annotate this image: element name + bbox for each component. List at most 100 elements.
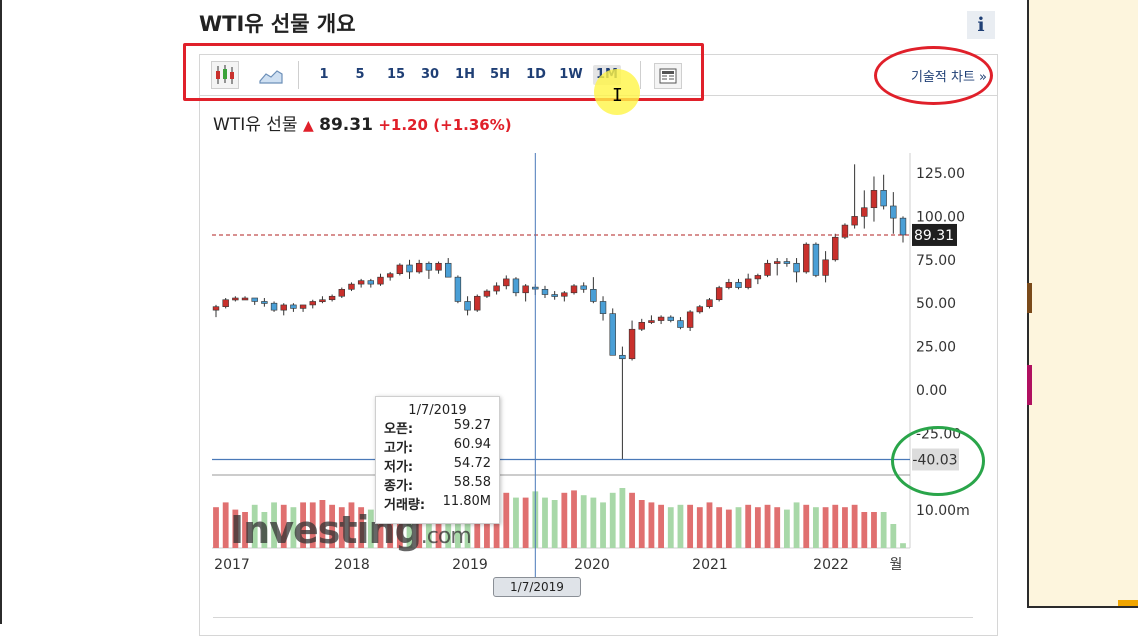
interval-15[interactable]: 15 (386, 67, 406, 82)
volume-axis-label: 10.00m (916, 503, 970, 519)
candle-body (377, 276, 384, 285)
tooltip-key: 종가: (384, 479, 414, 494)
candle-body (793, 262, 800, 273)
volume-bar (822, 507, 829, 548)
interval-5h[interactable]: 5H (490, 67, 510, 82)
candle-body (241, 297, 249, 301)
tech-link-highlight-circle (874, 46, 993, 105)
candle-body (648, 320, 655, 323)
candle-body (251, 297, 258, 302)
last-price-value: 89.31 (914, 228, 954, 244)
candle-body (677, 320, 684, 328)
y-tick-label: 50.00 (916, 296, 956, 312)
tooltip-row-volume: 거래량: 11.80M (376, 494, 499, 513)
volume-bar (300, 502, 306, 548)
candlestick-chart-icon[interactable] (211, 61, 239, 89)
interval-1h[interactable]: 1H (455, 67, 475, 82)
candle-body (328, 295, 336, 301)
cursor-highlight (594, 69, 640, 115)
side-ad-mark (1027, 365, 1032, 405)
side-ad-corner (1118, 600, 1138, 606)
tooltip-row-open: 오픈: 59.27 (376, 418, 499, 437)
volume-bar (706, 502, 713, 548)
candle-body (290, 304, 297, 309)
candle-body (406, 264, 413, 273)
volume-bar (880, 512, 887, 548)
volume-bar (900, 543, 906, 548)
x-tick-label: 2019 (452, 557, 488, 573)
volume-bar (280, 504, 287, 548)
candle-body (261, 301, 268, 304)
interval-1[interactable]: 1 (319, 67, 329, 82)
x-tick-label: 2020 (574, 557, 610, 573)
volume-bar (503, 492, 510, 548)
volume-bar (842, 507, 848, 548)
candle-body (832, 236, 839, 261)
volume-bar (590, 497, 597, 548)
candle-body (725, 282, 733, 288)
interval-1d[interactable]: 1D (526, 67, 546, 82)
info-button[interactable]: i (967, 11, 995, 39)
volume-bar (338, 507, 345, 548)
y-tick-label: 100.00 (916, 209, 965, 225)
volume-bar (261, 512, 268, 548)
candle-body (415, 262, 423, 273)
volume-bar (745, 504, 752, 548)
candle-body (425, 262, 433, 271)
volume-bar (493, 500, 500, 548)
volume-bar (803, 504, 810, 548)
interval-30[interactable]: 30 (420, 67, 440, 82)
candle-body (435, 262, 442, 271)
candle-body (483, 290, 491, 297)
volume-bar (213, 507, 219, 548)
y-tick-label: 125.00 (916, 166, 965, 182)
volume-bar (861, 512, 868, 548)
candle-body (861, 207, 868, 217)
candle-body (822, 259, 829, 276)
volume-bar (783, 509, 790, 548)
volume-bar (358, 507, 365, 548)
volume-bar (387, 502, 394, 548)
candle-body (357, 280, 365, 285)
volume-bar (232, 509, 239, 548)
volume-bar (600, 502, 606, 548)
tooltip-key: 거래량: (384, 498, 426, 513)
tooltip-value: 59.27 (453, 418, 491, 433)
volume-bar (793, 502, 800, 548)
volume-bar (580, 495, 587, 548)
volume-bar (551, 500, 558, 548)
quote-line: WTI유 선물 ▲ 89.31 +1.20 (+1.36%) (213, 110, 512, 135)
tooltip-value: 11.80M (442, 494, 491, 509)
candle-body (686, 311, 694, 328)
candle-body (561, 292, 568, 297)
news-layout-icon[interactable] (654, 63, 682, 89)
last-price: 89.31 (319, 115, 373, 135)
candle-body (580, 285, 587, 290)
volume-bar (406, 500, 413, 548)
side-ad-mark (1027, 283, 1032, 313)
interval-1w[interactable]: 1W (559, 67, 583, 82)
y-tick-label: 0.00 (916, 383, 947, 399)
toolbar-highlight-box (183, 43, 704, 101)
volume-bar (851, 504, 858, 548)
interval-5[interactable]: 5 (355, 67, 365, 82)
x-tick-label: 2021 (692, 557, 728, 573)
tooltip-key: 고가: (384, 441, 414, 456)
volume-bar (290, 507, 297, 548)
x-tick-label: 2018 (334, 557, 370, 573)
volume-bar (329, 504, 336, 548)
y-tick-label: 75.00 (916, 253, 956, 269)
candle-body (764, 262, 771, 276)
candle-body (754, 275, 762, 280)
volume-bar (677, 504, 684, 548)
volume-bar (435, 504, 442, 548)
tooltip-row-close: 종가: 58.58 (376, 475, 499, 494)
volume-bar (890, 524, 897, 548)
candle-body (880, 190, 887, 207)
widget-bottom-tabs (213, 617, 973, 625)
area-chart-icon[interactable] (258, 65, 284, 85)
candle-body (744, 278, 752, 288)
candle-body (851, 216, 858, 226)
volume-bar (764, 504, 771, 548)
volume-bar (735, 507, 742, 548)
